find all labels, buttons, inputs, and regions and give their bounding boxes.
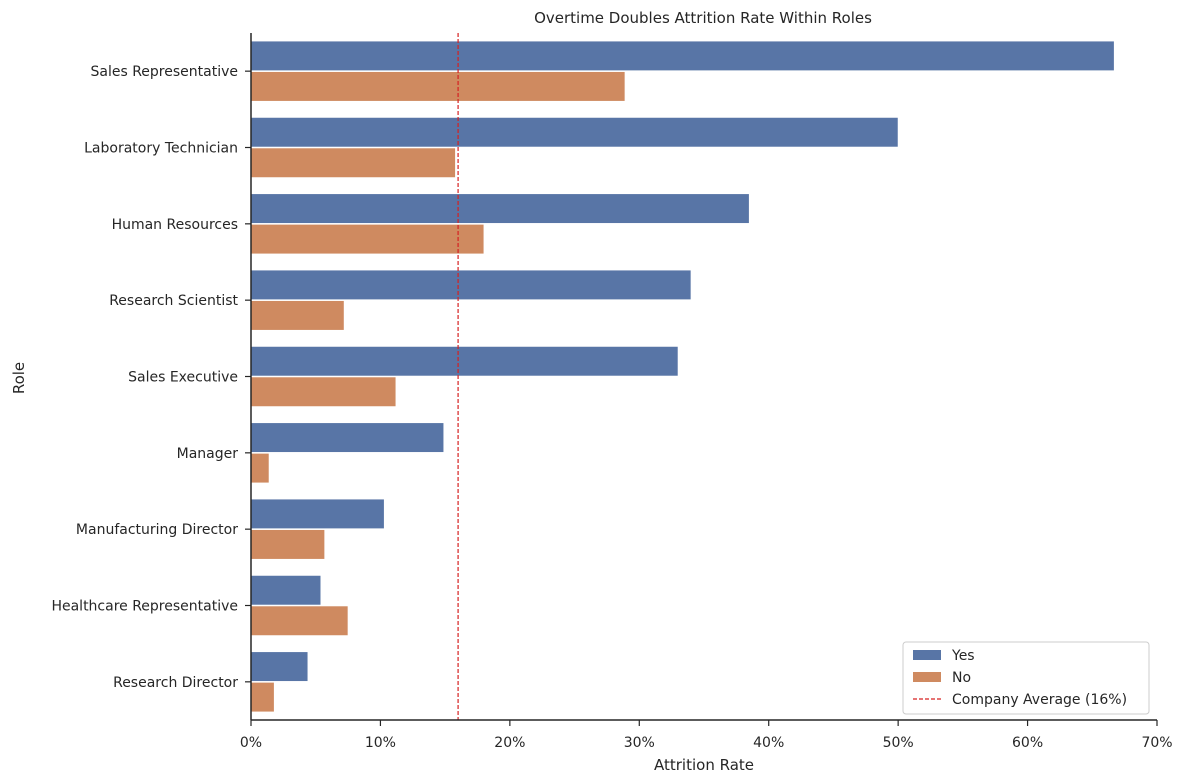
legend-swatch-yes [913,650,941,660]
bars-group [250,40,1115,713]
y-tick-label-human-resources: Human Resources [112,217,238,233]
bar-yes-manager [250,422,445,453]
bar-yes-research-scientist [250,269,692,301]
legend-label-no: No [952,670,971,686]
legend-label-company-average: Company Average (16%) [952,692,1127,708]
legend-swatch-no [913,672,941,682]
y-tick-label-healthcare-representative: Healthcare Representative [51,599,238,615]
bar-yes-sales-representative [250,40,1115,72]
bar-no-laboratory-technician [250,147,456,179]
x-tick-label: 10% [365,735,396,751]
bar-no-manager [250,452,270,484]
legend-box [902,641,1150,715]
y-axis-label: Role [10,362,28,394]
bar-yes-research-director [250,651,309,682]
y-tick-label-manager: Manager [177,446,239,462]
bar-yes-healthcare-representative [250,574,322,606]
bar-no-sales-representative [250,71,626,102]
bar-yes-sales-executive [250,345,679,377]
x-tick-label: 50% [883,735,914,751]
x-tick-label: 30% [624,735,655,751]
legend-label-yes: Yes [951,648,975,664]
x-tick-label: 20% [494,735,525,751]
x-axis: 0% 10% 20% 30% 40% 50% 60% 70% [240,719,1173,751]
bar-no-human-resources [250,223,485,255]
y-tick-label-research-director: Research Director [113,675,238,691]
bar-no-research-director [250,681,275,713]
x-tick-label: 70% [1141,735,1172,751]
y-tick-label-laboratory-technician: Laboratory Technician [84,141,238,157]
y-tick-label-sales-representative: Sales Representative [91,64,239,80]
y-tick-label-sales-executive: Sales Executive [128,370,238,386]
x-axis-label: Attrition Rate [654,756,754,774]
y-axis: Sales Representative Laboratory Technicia… [51,33,252,720]
x-tick-label: 60% [1012,735,1043,751]
bar-no-manufacturing-director [250,529,326,560]
chart-title: Overtime Doubles Attrition Rate Within R… [534,9,872,27]
bar-no-research-scientist [250,300,345,331]
y-tick-label-manufacturing-director: Manufacturing Director [76,522,238,538]
bar-no-healthcare-representative [250,605,349,637]
legend: Yes No Company Average (16%) [902,641,1150,715]
y-tick-label-research-scientist: Research Scientist [109,293,238,309]
bar-no-sales-executive [250,376,397,408]
x-tick-label: 0% [240,735,262,751]
x-tick-label: 40% [753,735,784,751]
bar-yes-manufacturing-director [250,498,385,530]
bar-yes-human-resources [250,193,750,224]
bar-yes-laboratory-technician [250,116,899,148]
